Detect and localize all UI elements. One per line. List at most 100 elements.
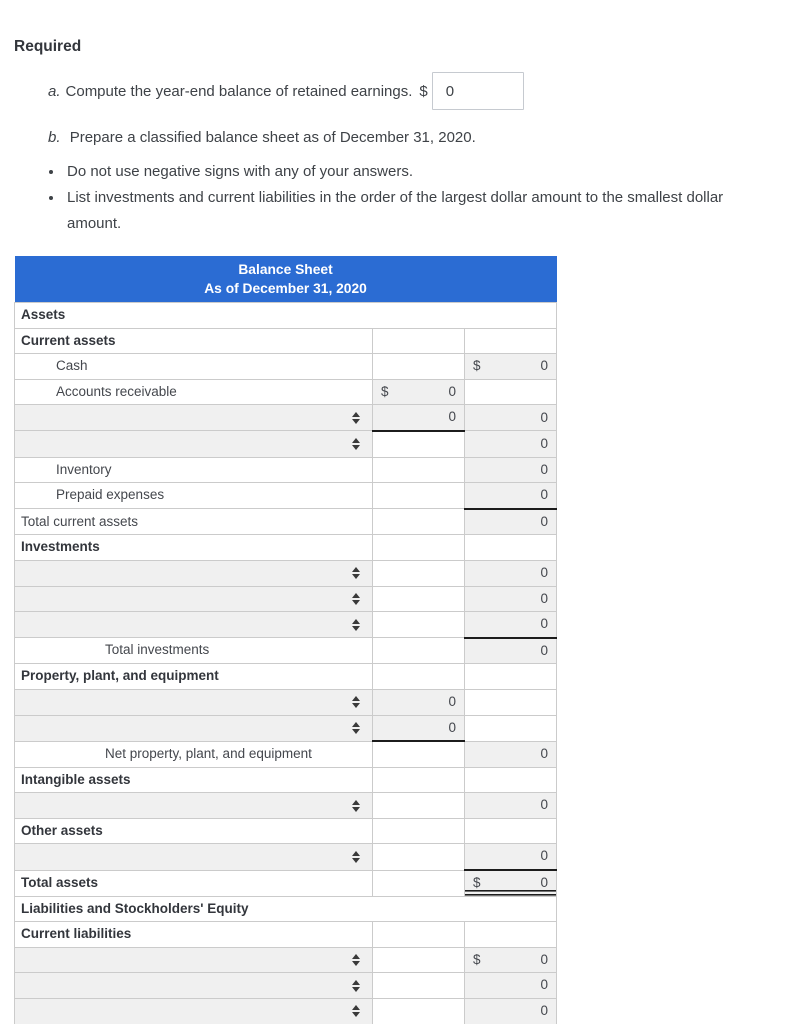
amount-cell[interactable]: 0 <box>463 972 558 1000</box>
amount-cell[interactable]: 0 <box>463 998 558 1024</box>
account-select[interactable] <box>14 998 373 1024</box>
amount-cell[interactable] <box>372 611 465 639</box>
amount-cell[interactable]: 0 <box>463 792 558 819</box>
account-select[interactable] <box>14 714 373 742</box>
table-row: 0 <box>14 843 558 872</box>
row-label: Cash <box>14 353 373 380</box>
empty-cell <box>372 637 465 665</box>
retained-earnings-input[interactable] <box>431 72 524 110</box>
amount-cell[interactable] <box>372 559 465 587</box>
row-label: Accounts receivable <box>14 378 373 406</box>
amount-value: 0 <box>448 383 456 399</box>
amount-value: 0 <box>540 1003 549 1019</box>
amount-cell[interactable]: 0 <box>463 482 558 510</box>
empty-cell <box>463 534 558 561</box>
requirement-a-text: Compute the year-end balance of retained… <box>65 82 413 100</box>
amount-cell[interactable]: 0 <box>372 714 465 743</box>
account-select[interactable] <box>14 430 373 458</box>
amount-value: 0 <box>540 951 549 967</box>
instructions-list: Do not use negative signs with any of yo… <box>14 159 764 237</box>
row-label: Investments <box>14 534 373 561</box>
amount-value: 0 <box>540 461 549 477</box>
amount-cell[interactable] <box>463 714 558 742</box>
amount-cell[interactable]: 0 <box>463 404 558 432</box>
amount-cell[interactable] <box>372 946 465 974</box>
empty-cell <box>372 456 465 484</box>
amount-cell[interactable] <box>372 972 465 1000</box>
select-spinner-icon <box>352 438 360 451</box>
account-select[interactable] <box>14 559 373 587</box>
amount-cell[interactable]: $0 <box>372 378 465 406</box>
table-row: 0 <box>14 585 558 613</box>
table-row: Other assets <box>14 817 558 845</box>
amount-cell[interactable] <box>372 843 465 871</box>
empty-cell <box>463 766 558 794</box>
table-row: 0 <box>14 559 558 587</box>
row-label: Total investments <box>14 637 373 665</box>
amount-cell[interactable]: 0 <box>463 611 558 639</box>
amount-value: 0 <box>448 719 456 735</box>
table-row: Total current assets 0 <box>14 508 558 536</box>
table-row: 0 <box>14 972 558 1000</box>
amount-cell[interactable] <box>372 430 465 458</box>
table-row: Accounts receivable $0 <box>14 378 558 406</box>
amount-value: 0 <box>448 693 456 709</box>
amount-cell[interactable]: 0 <box>463 508 558 536</box>
amount-cell[interactable]: $0 <box>463 353 558 380</box>
row-label: Other assets <box>14 817 373 845</box>
amount-cell[interactable] <box>372 998 465 1024</box>
account-select[interactable] <box>14 946 373 974</box>
amount-cell[interactable] <box>372 792 465 819</box>
amount-value: 0 <box>540 513 549 529</box>
amount-value: 0 <box>448 409 456 425</box>
account-select[interactable] <box>14 688 373 716</box>
amount-cell[interactable]: 0 <box>463 740 558 768</box>
amount-cell[interactable]: 0 <box>463 843 558 872</box>
table-row: 0 <box>14 714 558 743</box>
empty-cell <box>372 534 465 561</box>
requirement-b-text: Prepare a classified balance sheet as of… <box>69 129 476 146</box>
table-row: Total investments 0 <box>14 637 558 665</box>
requirement-b: b. Prepare a classified balance sheet as… <box>48 129 476 146</box>
amount-cell[interactable]: 0 <box>372 404 465 432</box>
table-header: Balance Sheet As of December 31, 2020 <box>14 256 557 303</box>
account-select[interactable] <box>14 843 373 871</box>
amount-cell[interactable] <box>372 585 465 613</box>
amount-cell[interactable]: 0 <box>463 585 558 613</box>
amount-cell[interactable]: 0 <box>463 430 558 458</box>
empty-cell <box>372 921 465 948</box>
amount-cell[interactable]: 0 <box>463 637 558 665</box>
table-row: $0 <box>14 946 558 974</box>
instruction-item: Do not use negative signs with any of yo… <box>64 159 764 185</box>
table-row: Current liabilities <box>14 921 558 948</box>
account-select[interactable] <box>14 611 373 639</box>
amount-cell[interactable]: 0 <box>372 688 465 716</box>
amount-cell[interactable]: 0 <box>463 456 558 484</box>
empty-cell <box>463 921 558 948</box>
account-select[interactable] <box>14 972 373 1000</box>
amount-cell[interactable]: $0 <box>463 946 558 974</box>
account-select[interactable] <box>14 404 373 432</box>
table-row: Property, plant, and equipment <box>14 663 558 690</box>
amount-value: 0 <box>540 642 549 658</box>
amount-cell[interactable]: $0 <box>463 869 558 897</box>
table-row: Net property, plant, and equipment 0 <box>14 740 558 768</box>
section-label: Assets <box>13 302 558 329</box>
table-row: 0 <box>14 430 558 458</box>
row-label: Current assets <box>14 327 373 355</box>
dollar-sign: $ <box>473 358 481 374</box>
dollar-sign: $ <box>473 951 481 967</box>
row-label: Prepaid expenses <box>14 482 373 510</box>
account-select[interactable] <box>14 792 373 819</box>
empty-cell <box>372 663 465 690</box>
amount-cell[interactable]: 0 <box>463 559 558 587</box>
amount-value: 0 <box>540 977 549 993</box>
table-row: Total assets $0 <box>14 869 558 897</box>
currency-symbol: $ <box>419 82 428 100</box>
account-select[interactable] <box>14 585 373 613</box>
amount-cell[interactable] <box>463 688 558 716</box>
empty-cell <box>463 378 558 406</box>
table-title: Balance Sheet <box>238 262 333 277</box>
